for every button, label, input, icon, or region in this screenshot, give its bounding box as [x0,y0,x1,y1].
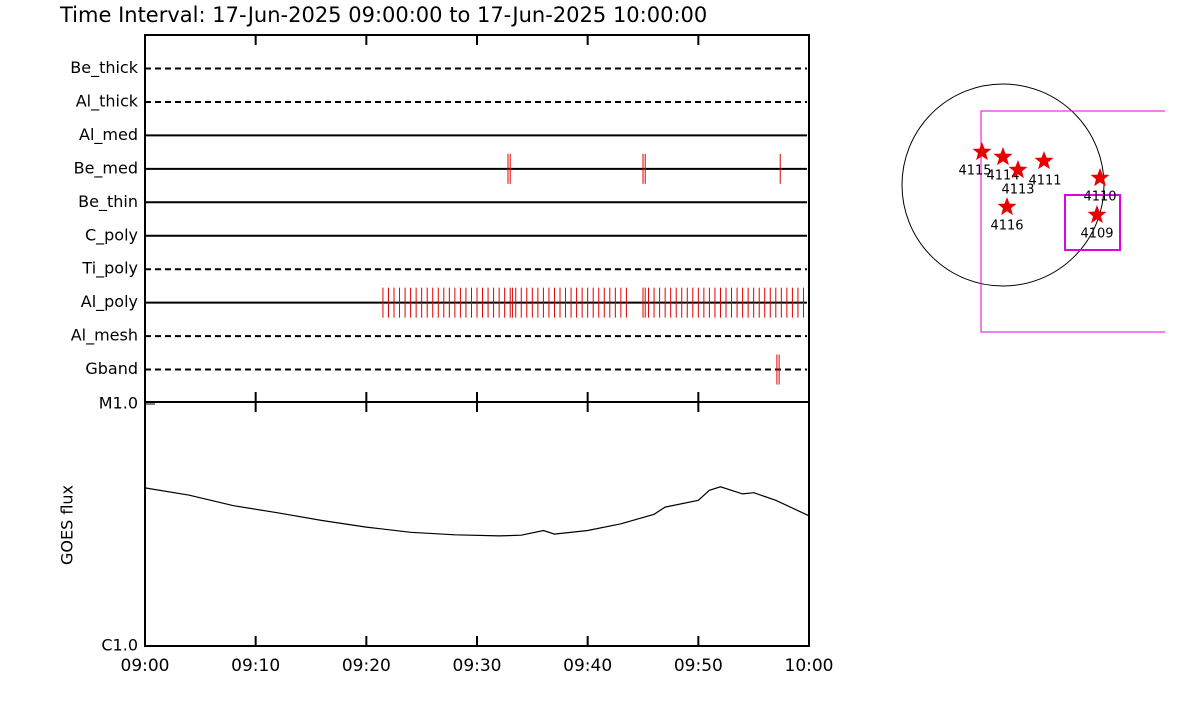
region-marker [972,142,992,161]
x-tick-label: 09:20 [342,656,391,676]
region-marker [1008,160,1028,179]
filter-label: Al_med [79,125,138,145]
region-label: 4114 [986,169,1019,184]
region-label: 4110 [1083,190,1116,205]
region-label: 4116 [990,219,1023,234]
y-tick-label: C1.0 [101,636,138,655]
region-marker [1087,205,1107,224]
filter-label: Be_med [74,158,138,178]
x-tick-label: 09:40 [563,656,612,676]
filter-label: Be_thin [78,192,138,212]
filter-label: Al_thick [76,91,139,111]
region-marker [1034,151,1054,170]
target-box [1064,194,1121,251]
solar-disk [901,83,1105,287]
filter-label: Al_poly [81,292,138,312]
event-frame [144,34,810,403]
title: Time Interval: 17-Jun-2025 09:00:00 to 1… [59,3,707,27]
y-tick-label: M1.0 [99,394,138,413]
goes-frame [144,401,810,647]
region-label: 4109 [1080,227,1113,242]
x-tick-label: 09:00 [121,656,170,676]
region-label: 4115 [958,164,991,179]
x-tick-label: 10:00 [785,656,834,676]
filter-label: Ti_poly [81,259,138,279]
goes-line [144,486,810,537]
filter-label: Al_mesh [71,326,138,346]
x-tick-label: 09:50 [674,656,723,676]
x-tick-label: 09:30 [453,656,502,676]
region-label: 4111 [1028,174,1061,189]
region-marker [997,197,1017,216]
filter-label: Gband [85,359,138,378]
field-of-view [980,110,1165,333]
y-axis-label: GOES flux [58,485,77,565]
region-label: 4113 [1001,183,1034,198]
x-tick-label: 09:10 [231,656,280,676]
region-marker [1090,168,1110,187]
filter-label: C_poly [85,225,138,245]
filter-label: Be_thick [70,58,138,78]
region-marker [993,147,1013,166]
